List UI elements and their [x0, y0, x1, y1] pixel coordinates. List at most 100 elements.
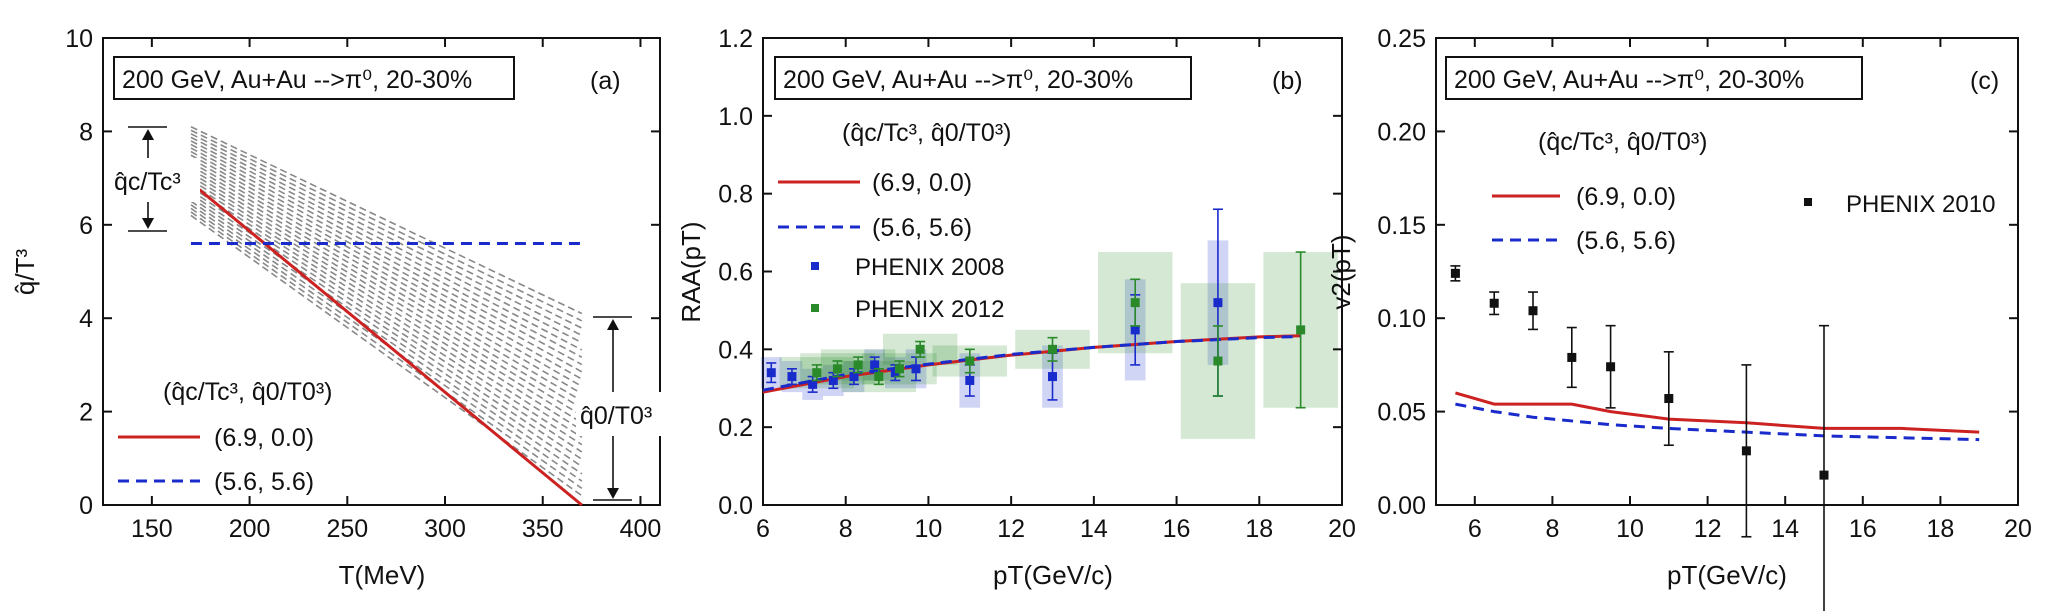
panel-b-ytick-label: 1.2: [718, 25, 753, 53]
panel-a-ytick-label: 8: [79, 118, 93, 146]
scan-line: [190, 126, 583, 315]
panel-c-data-point: [1489, 298, 1499, 308]
panel-a-xtick-label: 250: [326, 515, 368, 543]
panel-b-xtick-label: 20: [1328, 515, 1356, 543]
panel-b-data-point: [812, 368, 822, 378]
panel-a-series-line: [189, 181, 583, 507]
panel-c: 6 8 10 12 14 16 18 20 0.00 0.05 0.10 0.15 0.20 0.25 2…: [1326, 25, 2032, 611]
panel-b-points: [766, 208, 1306, 409]
panel-b-ytick-label: 0.8: [718, 181, 753, 209]
panel-c-points: [1450, 265, 1829, 611]
panel-a-ytick-label: 10: [65, 25, 93, 53]
panel-b-ytick-label: 0.4: [718, 336, 753, 364]
panel-c-legend-label-blue: (5.6, 5.6): [1576, 227, 1676, 255]
panel-b-info-box: [774, 56, 1192, 100]
scan-line: [190, 168, 583, 402]
panel-b-data-point: [1130, 298, 1140, 308]
panel-b-data-point: [787, 372, 797, 382]
panel-b-info-text: 200 GeV, Au+Au -->π⁰, 20-30%: [783, 66, 1133, 94]
scan-line: [190, 143, 583, 351]
panel-a-xtick-label: 400: [620, 515, 662, 543]
panel-a: 150 200 250 300 350 400 0 2 4 6 8 10 200 GeV, Au+Au…: [10, 25, 666, 590]
scan-line: [190, 154, 583, 373]
panel-b-legend-marker-2012: [811, 304, 819, 312]
panel-c-info-text: 200 GeV, Au+Au -->π⁰, 20-30%: [1454, 66, 1804, 94]
panel-b-data-point: [766, 368, 776, 378]
panel-a-legend-label-blue: (5.6, 5.6): [214, 468, 314, 496]
annot-qc-bg: [110, 158, 200, 202]
scan-line: [190, 182, 583, 431]
panel-b-ytick-label: 0.0: [718, 492, 753, 520]
panel-c-legend-marker-2010: [1804, 198, 1812, 206]
panel-a-axes: 150 200 250 300 350 400 0 2 4 6 8 10: [65, 25, 661, 543]
panel-c-legend: (q̂c/Tc³, q̂0/T0³) (6.9, 0.0) (5.6, 5.6)…: [1492, 128, 1995, 255]
panel-b-xtick-label: 14: [1080, 515, 1108, 543]
scan-line: [190, 150, 583, 366]
panel-b-ytick-label: 0.2: [718, 414, 753, 442]
panel-b-sys-bands: [760, 240, 1338, 439]
scan-line: [190, 207, 583, 482]
panel-b-legend: (q̂c/Tc³, q̂0/T0³) (6.9, 0.0) (5.6, 5.6)…: [778, 119, 1011, 323]
panel-c-data-point: [1664, 394, 1674, 404]
panel-b-data-point: [1296, 325, 1306, 335]
scan-line: [190, 172, 583, 409]
panel-a-ylabel: q̂/T³: [10, 249, 40, 296]
panel-b-legend-label-red: (6.9, 0.0): [872, 169, 972, 197]
annot-q0-bg: [576, 392, 666, 436]
panel-c-frame: [1435, 37, 2019, 506]
panel-a-label: (a): [590, 67, 621, 95]
panel-b-data-point: [1213, 356, 1223, 366]
panel-c-series-line: [1455, 402, 1980, 442]
panel-c-series-line: [1454, 391, 1980, 434]
panel-a-info-box: [113, 56, 515, 100]
panel-b-data-point: [808, 379, 818, 389]
panel-c-data-point: [1528, 306, 1538, 316]
scan-line: [190, 157, 583, 380]
panel-a-info-text: 200 GeV, Au+Au -->π⁰, 20-30%: [122, 66, 472, 94]
panel-c-info-box: [1445, 56, 1863, 100]
panel-b-xtick-label: 10: [915, 515, 943, 543]
panel-a-ytick-label: 6: [79, 212, 93, 240]
panel-b-data-point: [874, 372, 884, 382]
panel-b-data-point: [1048, 344, 1057, 354]
panel-b-legend-marker-2008: [811, 262, 819, 270]
scan-line: [190, 189, 583, 446]
panel-b-label: (b): [1272, 67, 1303, 95]
panel-c-data-point: [1606, 362, 1616, 372]
annot-qc-text: q̂c/Tc³: [114, 168, 181, 196]
panel-c-xtick-label: 20: [2004, 515, 2032, 543]
panel-a-ytick-label: 4: [79, 305, 93, 333]
panel-b-data-point: [853, 360, 863, 370]
panel-c-xtick-label: 10: [1616, 515, 1644, 543]
scan-line: [190, 161, 583, 388]
panel-c-ytick-label: 0.00: [1377, 492, 1426, 520]
panel-a-ytick-label: 2: [79, 399, 93, 427]
panel-a-legend: (q̂c/Tc³, q̂0/T0³) (6.9, 0.0) (5.6, 5.6): [118, 378, 332, 496]
panel-c-ytick-label: 0.20: [1377, 118, 1426, 146]
panel-b-xtick-label: 16: [1163, 515, 1191, 543]
panel-a-xlabel: T(MeV): [339, 560, 426, 590]
panel-c-label: (c): [1970, 67, 1999, 95]
annot-qc-arrow-head-down: [142, 218, 154, 229]
panel-a-xtick-label: 150: [131, 515, 173, 543]
panel-b-ytick-label: 1.0: [718, 103, 753, 131]
panel-b-data-point: [965, 375, 975, 385]
panel-c-data-point: [1450, 268, 1460, 278]
panel-a-legend-label-red: (6.9, 0.0): [214, 424, 314, 452]
annot-q0-arrow-head-up: [607, 319, 619, 330]
panel-b-legend-label-2012: PHENIX 2012: [855, 296, 1004, 323]
panel-a-xtick-label: 200: [229, 515, 271, 543]
panel-c-legend-label-red: (6.9, 0.0): [1576, 183, 1676, 211]
scan-line: [190, 133, 583, 329]
panel-b-xtick-label: 12: [997, 515, 1025, 543]
panel-c-ytick-label: 0.05: [1377, 399, 1426, 427]
scan-line: [190, 214, 583, 497]
panel-b-data-point: [894, 364, 904, 374]
panel-b-xtick-label: 18: [1245, 515, 1273, 543]
panel-b-data-point: [1048, 372, 1057, 382]
panel-b-ylabel: RAA(pT): [676, 221, 706, 322]
panel-c-xtick-label: 6: [1468, 515, 1482, 543]
panel-a-xtick-label: 350: [522, 515, 564, 543]
panel-b-data-point: [832, 364, 842, 374]
